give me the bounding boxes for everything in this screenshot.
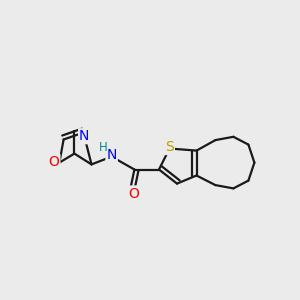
Text: N: N <box>106 148 117 162</box>
Text: O: O <box>49 155 59 169</box>
Text: H: H <box>99 141 108 154</box>
Text: N: N <box>79 129 89 143</box>
Text: S: S <box>165 140 174 154</box>
Text: O: O <box>128 187 139 200</box>
